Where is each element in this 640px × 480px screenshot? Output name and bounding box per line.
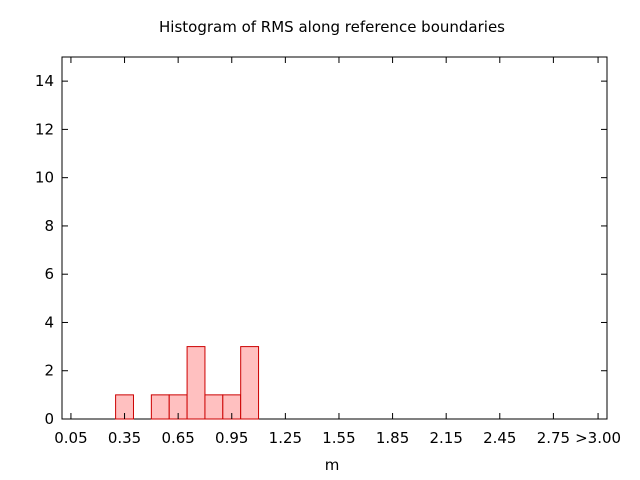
y-tick-label: 14 bbox=[35, 72, 54, 90]
y-tick-label: 8 bbox=[44, 217, 54, 235]
histogram-bar-4 bbox=[204, 394, 224, 420]
chart-title: Histogram of RMS along reference boundar… bbox=[159, 18, 505, 36]
x-tick-label: 0.05 bbox=[54, 429, 87, 447]
x-tick-label: 1.55 bbox=[322, 429, 355, 447]
y-tick-label: 12 bbox=[35, 120, 54, 138]
y-axis: 0 2 4 6 8 10 12 14 bbox=[35, 72, 607, 428]
x-tick-label: 2.45 bbox=[483, 429, 516, 447]
bars-group bbox=[115, 346, 260, 420]
y-tick-label: 2 bbox=[44, 362, 54, 380]
histogram-bar-6 bbox=[240, 346, 260, 420]
x-tick-label: 0.35 bbox=[108, 429, 141, 447]
x-axis-label: m bbox=[325, 456, 340, 474]
x-tick-label: 1.85 bbox=[376, 429, 409, 447]
histogram-bar-3 bbox=[186, 346, 206, 420]
plot-frame bbox=[61, 56, 608, 420]
x-tick-label: 2.15 bbox=[429, 429, 462, 447]
x-axis: 0.05 0.35 0.65 0.95 1.25 1.55 1.85 2.15 2.45 2.75… bbox=[54, 57, 621, 447]
x-tick-label: >3.00 bbox=[575, 429, 621, 447]
x-tick-label: 0.95 bbox=[215, 429, 248, 447]
x-tick-label: 2.75 bbox=[537, 429, 570, 447]
y-tick-label: 0 bbox=[44, 410, 54, 428]
histogram-bar-1 bbox=[150, 394, 170, 420]
y-tick-label: 10 bbox=[35, 169, 54, 187]
y-tick-label: 6 bbox=[44, 265, 54, 283]
x-tick-label: 1.25 bbox=[269, 429, 302, 447]
x-tick-label: 0.65 bbox=[161, 429, 194, 447]
y-tick-label: 4 bbox=[44, 313, 54, 331]
